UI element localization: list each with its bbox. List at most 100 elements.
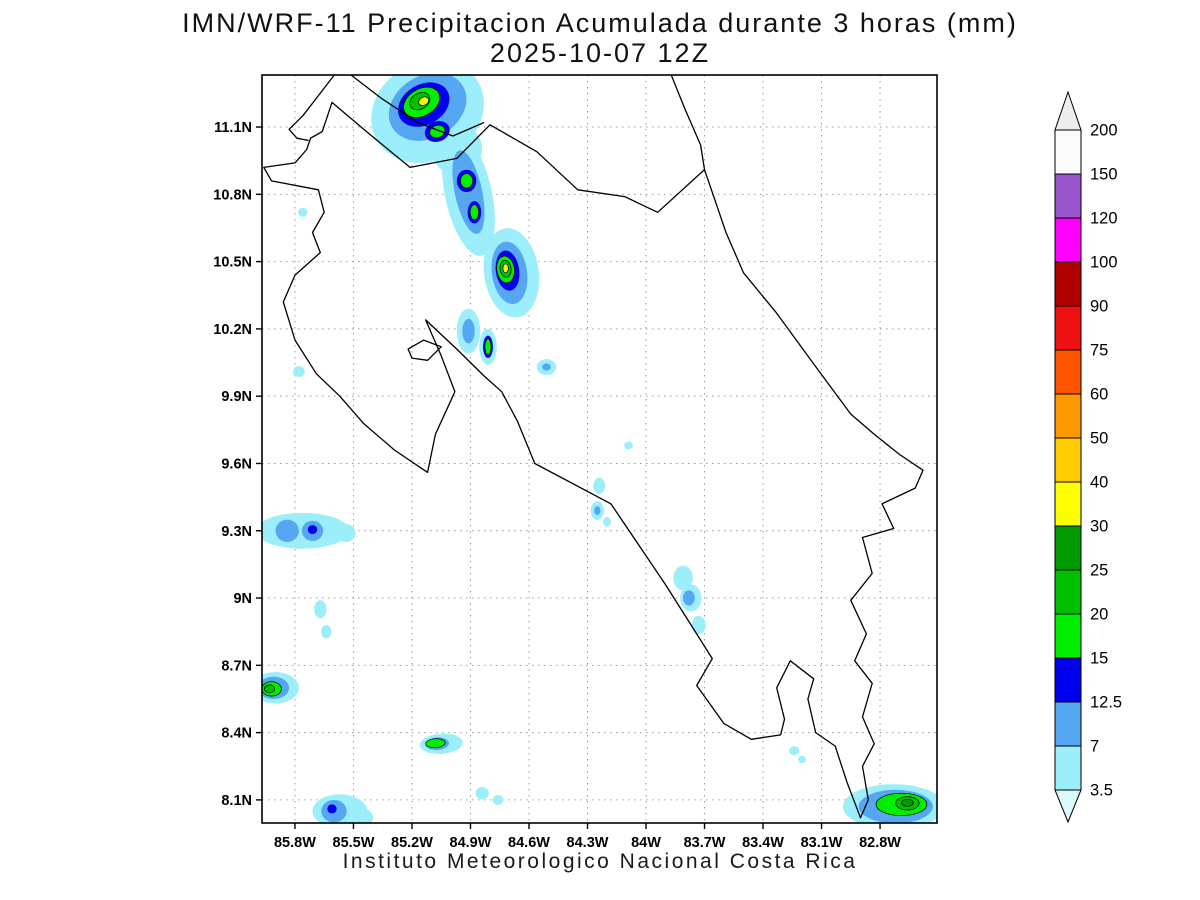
x-axis-tick-label: 83.4W (742, 835, 784, 851)
x-axis-tick-label: 85.8W (274, 835, 316, 851)
precip-cell (492, 795, 504, 805)
colorbar-segment (1054, 173, 1082, 219)
colorbar-segment (1054, 569, 1082, 615)
colorbar-tick-label: 150 (1090, 166, 1118, 184)
colorbar-tick-label: 75 (1090, 342, 1108, 360)
colorbar-tick-label: 200 (1090, 122, 1118, 140)
precip-cell (603, 516, 611, 527)
footer-attribution: Instituto Meteorologico Nacional Costa R… (342, 850, 858, 873)
precip-cell (475, 787, 489, 800)
grid-lines (262, 75, 937, 823)
colorbar-tick-label: 60 (1090, 386, 1108, 404)
colorbar-tick-label: 120 (1090, 210, 1118, 228)
precip-cell (624, 441, 633, 450)
colorbar-segment (1054, 613, 1082, 659)
y-axis-tick-label: 10.8N (213, 187, 252, 203)
y-axis-tick-label: 10.5N (213, 255, 252, 271)
coastline-path-nicaragua-caribbean-coast (670, 75, 706, 170)
precip-cell (327, 804, 337, 814)
precip-cell (789, 746, 800, 756)
precip-cell (425, 738, 446, 749)
x-axis-tick-label: 84.6W (508, 835, 550, 851)
colorbar-below-arrow (1054, 789, 1082, 824)
x-axis-tick-label: 83.7W (684, 835, 726, 851)
precip-cell (673, 565, 693, 591)
coastline-path-nicaragua-pacific-coast (288, 75, 335, 142)
precip-cell (264, 684, 276, 694)
precip-cell (335, 524, 356, 542)
colorbar-above-arrow (1054, 90, 1082, 131)
precip-cell (502, 263, 509, 274)
precip-cell (683, 590, 695, 606)
chart-subtitle: 2025-10-07 12Z (489, 38, 711, 68)
colorbar-tick-label: 12.5 (1090, 694, 1122, 712)
precip-cell (484, 338, 492, 356)
y-axis-tick-label: 9.3N (221, 524, 252, 540)
precipitation-cells (262, 75, 937, 823)
x-axis-tick-label: 85.5W (333, 835, 375, 851)
y-axis-tick-label: 9.9N (221, 389, 252, 405)
y-axis-tick-label: 9N (233, 591, 252, 607)
y-axis-tick-label: 11.1N (214, 120, 252, 136)
y-axis-tick-label: 8.4N (221, 726, 252, 742)
x-axis-tick-label: 83.1W (801, 835, 843, 851)
precip-cell (314, 600, 327, 619)
colorbar-tick-label: 3.5 (1090, 782, 1113, 800)
colorbar-segment (1054, 349, 1082, 395)
colorbar: 3.5 7 12.5 15 20 25 30 40 50 60 75 90 100 120 150 200 (1054, 90, 1122, 824)
colorbar-tick-label: 7 (1090, 738, 1099, 756)
y-axis-tick-label: 10.2N (213, 322, 252, 338)
precip-cell (353, 808, 373, 823)
precip-cell (691, 616, 706, 634)
precip-cell (293, 366, 305, 377)
precip-cell (469, 204, 480, 221)
colorbar-segment (1054, 129, 1082, 175)
precip-cell (593, 477, 606, 494)
colorbar-tick-label: 50 (1090, 430, 1108, 448)
colorbar-segment (1054, 393, 1082, 439)
colorbar-segment (1054, 525, 1082, 571)
x-axis-tick-label: 84.3W (567, 835, 609, 851)
colorbar-tick-label: 100 (1090, 254, 1118, 272)
precip-cell (418, 96, 430, 106)
y-axis-tick-label: 9.6N (221, 456, 252, 472)
precip-cell (462, 318, 475, 344)
chart-title: IMN/WRF-11 Precipitacion Acumulada duran… (182, 8, 1018, 38)
colorbar-tick-label: 25 (1090, 562, 1108, 580)
colorbar-tick-label: 30 (1090, 518, 1108, 536)
x-axis-tick-label: 84W (631, 835, 661, 851)
plot-frame (261, 74, 938, 824)
x-axis-tick-label: 84.9W (450, 835, 492, 851)
precip-cell (298, 207, 308, 217)
coastline-path-chira-island (407, 339, 442, 361)
precip-cell (275, 519, 299, 542)
y-axis-tick-label: 8.1N (221, 793, 252, 809)
precip-cell (460, 173, 474, 189)
colorbar-segment (1054, 745, 1082, 791)
colorbar-segment (1054, 261, 1082, 307)
colorbar-segment (1054, 701, 1082, 747)
colorbar-segment (1054, 217, 1082, 263)
x-axis-tick-label: 85.2W (391, 835, 433, 851)
colorbar-tick-label: 90 (1090, 298, 1108, 316)
x-axis-tick-label: 82.8W (859, 835, 901, 851)
colorbar-tick-label: 15 (1090, 650, 1108, 668)
coastline-path-costa-rica-outline (263, 101, 924, 819)
precip-cell (594, 506, 601, 516)
colorbar-segment (1054, 305, 1082, 351)
y-axis-tick-label: 8.7N (221, 658, 252, 674)
colorbar-tick-label: 20 (1090, 606, 1108, 624)
precip-cell (901, 798, 914, 807)
colorbar-tick-label: 40 (1090, 474, 1108, 492)
precip-cell (798, 755, 806, 764)
axis-labels: 11.1N 10.8N 10.5N 10.2N 9.9N 9.6N 9.3N 9N 8.7N 8.… (213, 120, 901, 851)
colorbar-segment (1054, 481, 1082, 527)
colorbar-segment (1054, 657, 1082, 703)
colorbar-segment (1054, 437, 1082, 483)
coastline-path-lake-nicaragua-shore (351, 75, 485, 137)
precip-cell (321, 625, 332, 639)
precip-cell (307, 525, 318, 535)
colorbar-labels: 3.5 7 12.5 15 20 25 30 40 50 60 75 90 100 120 150 200 (1090, 122, 1122, 800)
precip-cell (542, 363, 551, 371)
